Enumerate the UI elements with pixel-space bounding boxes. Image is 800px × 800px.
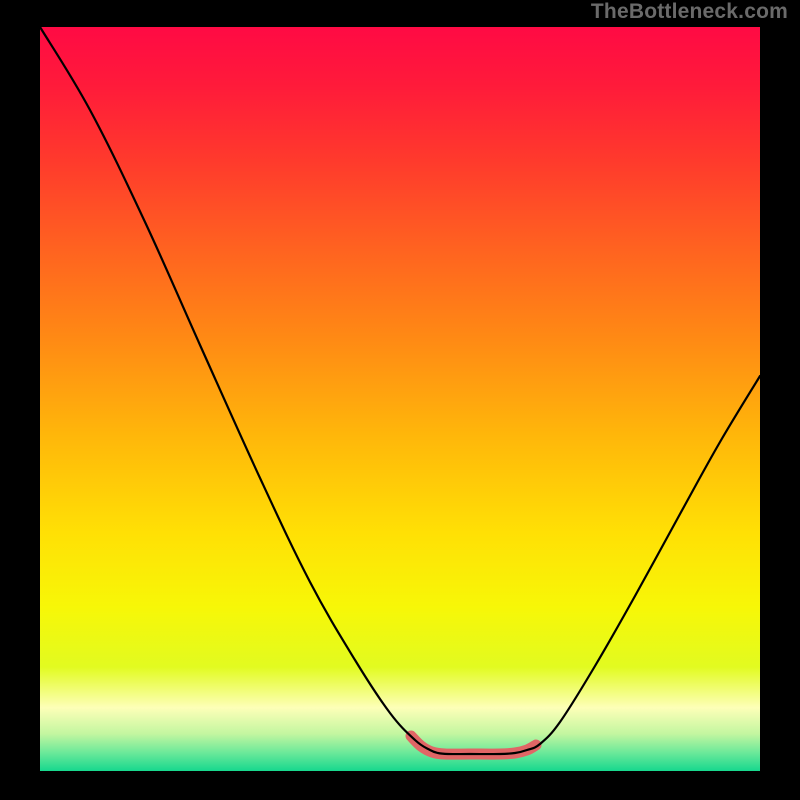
bottleneck-curve-chart: [0, 0, 800, 800]
plot-background: [40, 27, 760, 771]
chart-frame: { "watermark": { "text": "TheBottleneck.…: [0, 0, 800, 800]
watermark-text: TheBottleneck.com: [591, 0, 788, 24]
